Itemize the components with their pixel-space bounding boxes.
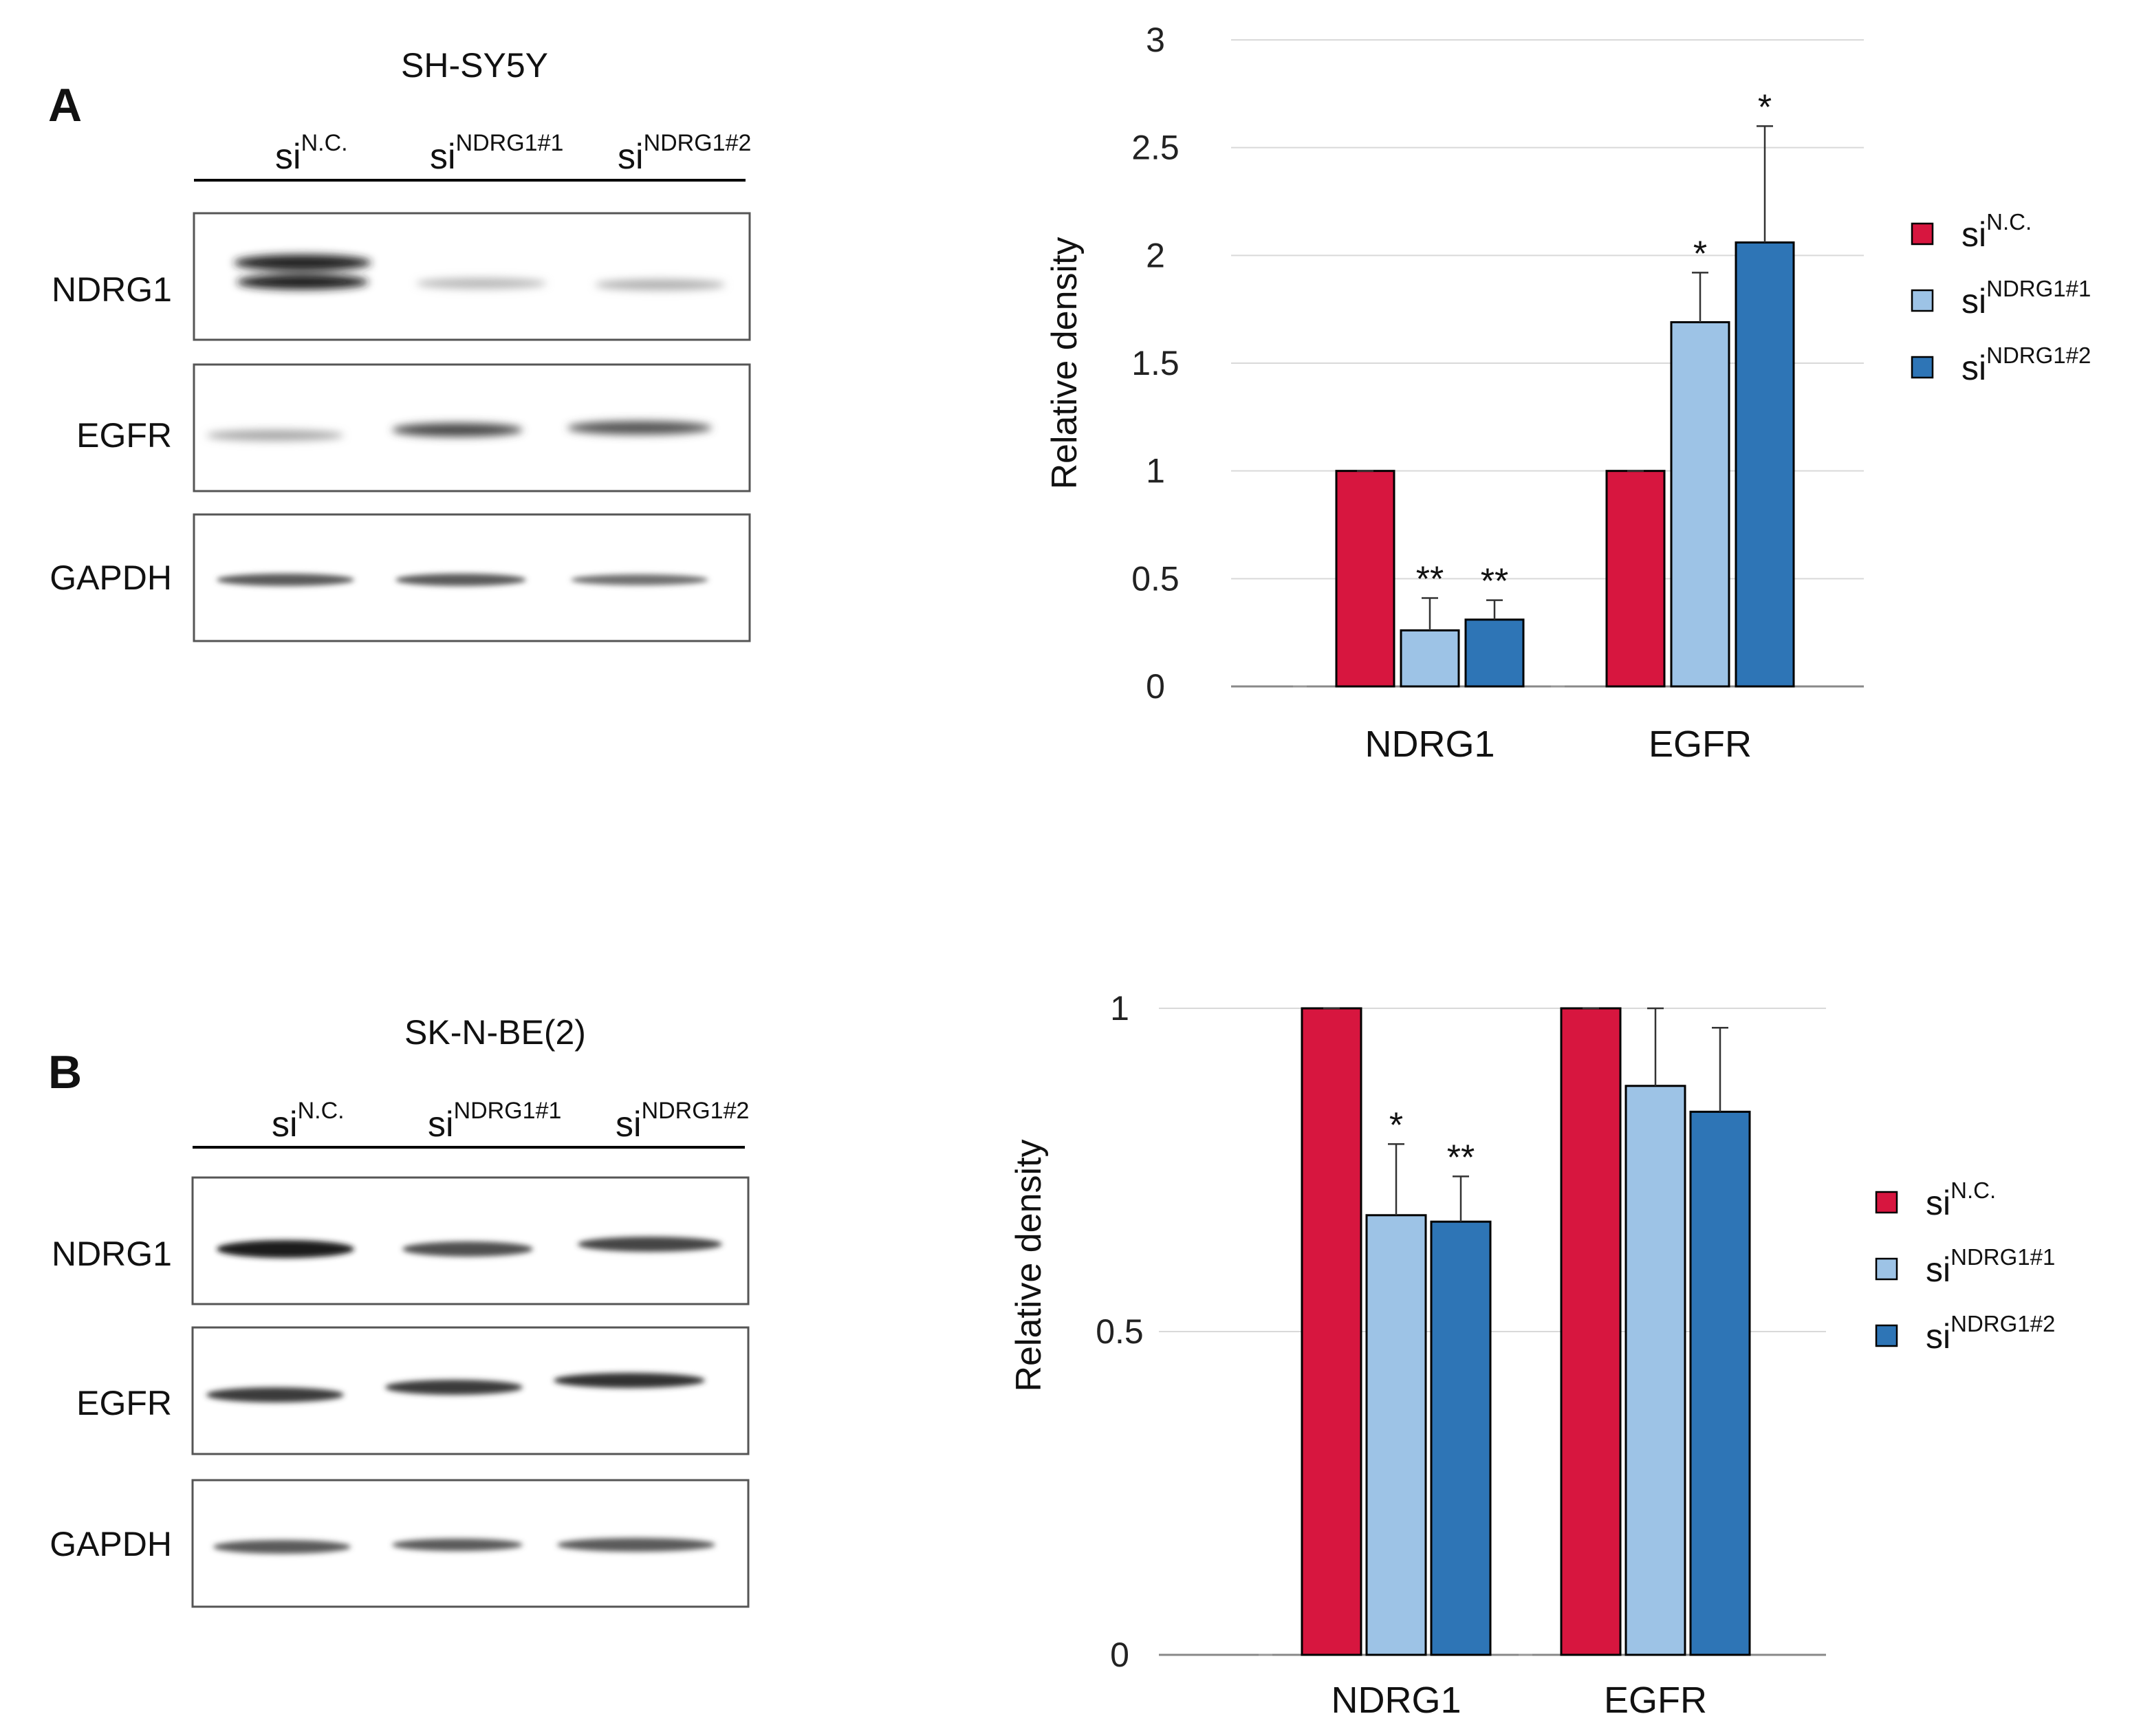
- panel-b-legend-swatch: [1875, 1191, 1898, 1214]
- panel-a-band-gapdh-lane3: [571, 574, 708, 585]
- panel-b-cell-line: SK-N-BE(2): [404, 1013, 586, 1052]
- panel-a-bar-egfr-series2: [1670, 321, 1730, 688]
- panel-b-letter: B: [48, 1046, 82, 1098]
- panel-a-y-tick-label: 2.5: [1131, 129, 1180, 167]
- panel-a-legend-swatch: [1911, 356, 1934, 379]
- panel-a-band-gapdh-lane1: [217, 574, 354, 586]
- panel-b-band-ndrg1-lane3: [578, 1237, 722, 1252]
- panel-a-blot: A SH-SY5Y siN.C. siNDRG1#1 siNDRG1#2 NDR…: [48, 46, 751, 642]
- panel-a-band-egfr-lane2: [392, 423, 523, 437]
- panel-b-protein-label-gapdh: GAPDH: [50, 1525, 172, 1563]
- panel-a-band-ndrg1-lane1-lower: [237, 274, 369, 290]
- panel-b-band-gapdh-lane2: [392, 1539, 523, 1551]
- panel-b-band-egfr-lane1: [206, 1387, 344, 1402]
- panel-a-lane-label-2: siNDRG1#1: [430, 130, 563, 177]
- panel-a-bar-ndrg1-series3: [1464, 618, 1525, 688]
- panel-b-band-ndrg1-lane2: [402, 1241, 533, 1257]
- panel-b-legend-swatch: [1875, 1324, 1898, 1347]
- panel-a-band-gapdh-lane2: [395, 574, 526, 586]
- panel-b-legend-label: siN.C.: [1926, 1178, 1996, 1222]
- panel-b-bar-egfr-series3: [1689, 1110, 1751, 1656]
- panel-a-protein-label-egfr: EGFR: [76, 416, 172, 455]
- panel-a-y-axis-label: Relative density: [1045, 237, 1085, 489]
- panel-a-significance-mark: **: [1416, 560, 1444, 600]
- panel-b-lane-label-3: siNDRG1#2: [616, 1098, 749, 1144]
- panel-a-legend-label: siNDRG1#1: [1961, 276, 2091, 321]
- panel-b-band-egfr-lane3: [554, 1373, 705, 1388]
- panel-a-y-tick-label: 1: [1146, 452, 1165, 490]
- panel-a-y-tick-label: 1.5: [1131, 344, 1180, 382]
- panel-b-lane-labels: siN.C. siNDRG1#1 siNDRG1#2: [272, 1098, 749, 1144]
- panel-a-lane-labels: siN.C. siNDRG1#1 siNDRG1#2: [275, 130, 751, 177]
- panel-b-lane-label-1: siN.C.: [272, 1098, 345, 1144]
- panel-b-legend-label: siNDRG1#1: [1926, 1244, 2055, 1289]
- panel-b-lane-label-2: siNDRG1#1: [428, 1098, 561, 1144]
- panel-a-y-tick-label: 0: [1146, 667, 1165, 706]
- panel-a-category-label: EGFR: [1649, 724, 1752, 765]
- panel-a-bar-egfr-series1: [1605, 470, 1666, 688]
- panel-b-bar-ndrg1-series2: [1365, 1214, 1427, 1656]
- panel-a-band-egfr-lane3: [567, 421, 712, 435]
- panel-a-bar-egfr-series3: [1735, 241, 1795, 688]
- panel-b-blot: B SK-N-BE(2) siN.C. siNDRG1#1 siNDRG1#2 …: [48, 1013, 750, 1608]
- panel-a-lane-label-1: siN.C.: [275, 130, 348, 177]
- panel-a-significance-mark: *: [1693, 234, 1707, 274]
- panel-a-bar-ndrg1-series1: [1335, 470, 1395, 688]
- panel-a-protein-label-gapdh: GAPDH: [50, 558, 172, 597]
- panel-b-category-label: NDRG1: [1331, 1680, 1461, 1721]
- panel-b-band-egfr-lane2: [385, 1380, 523, 1395]
- panel-a-band-ndrg1-lane3: [595, 279, 726, 290]
- panel-a-legend-swatch: [1911, 222, 1934, 246]
- panel-b-protein-label-egfr: EGFR: [76, 1384, 172, 1422]
- panel-b-y-tick-label: 0: [1110, 1636, 1129, 1674]
- panel-b-bar-egfr-series1: [1560, 1007, 1622, 1656]
- panel-b-band-ndrg1-lane1: [217, 1240, 354, 1258]
- panel-b-band-gapdh-lane1: [213, 1540, 351, 1554]
- panel-b-protein-label-ndrg1: NDRG1: [52, 1235, 172, 1273]
- panel-a-legend-label: siN.C.: [1961, 209, 2032, 254]
- panel-b-legend-label: siNDRG1#2: [1926, 1311, 2055, 1356]
- panel-a-y-tick-label: 0.5: [1131, 559, 1180, 598]
- panel-a-band-ndrg1-lane1-upper: [234, 254, 371, 271]
- panel-b-significance-mark: **: [1447, 1138, 1475, 1178]
- panel-b-y-axis-label: Relative density: [1009, 1139, 1049, 1391]
- panel-b-bar-ndrg1-series1: [1301, 1007, 1362, 1656]
- panel-a-bar-ndrg1-series2: [1400, 629, 1460, 688]
- panel-a-letter: A: [48, 79, 82, 131]
- panel-a-legend-label: siNDRG1#2: [1961, 343, 2091, 387]
- panel-b-band-gapdh-lane3: [557, 1538, 715, 1552]
- panel-a-protein-label-ndrg1: NDRG1: [52, 270, 172, 309]
- panel-a-significance-mark: *: [1758, 87, 1772, 127]
- panel-a-cell-line: SH-SY5Y: [401, 46, 548, 85]
- panel-a-legend-swatch: [1911, 289, 1934, 312]
- panel-a-band-egfr-lane1: [206, 430, 344, 441]
- panel-b-bar-egfr-series2: [1624, 1085, 1686, 1656]
- panel-a-y-tick-label: 3: [1146, 21, 1165, 59]
- panel-a-category-label: NDRG1: [1365, 724, 1495, 765]
- panel-a-significance-mark: **: [1481, 562, 1508, 602]
- panel-a-band-ndrg1-lane2: [416, 278, 547, 289]
- panel-a-lane-label-3: siNDRG1#2: [618, 130, 751, 177]
- panel-b-significance-mark: *: [1389, 1105, 1403, 1145]
- panel-a-y-tick-label: 2: [1146, 236, 1165, 274]
- panel-b-y-tick-label: 1: [1110, 989, 1129, 1028]
- panel-b-y-tick-label: 0.5: [1096, 1312, 1144, 1351]
- panel-b-category-label: EGFR: [1604, 1680, 1707, 1721]
- panel-b-bar-ndrg1-series3: [1430, 1220, 1492, 1656]
- panel-b-legend-swatch: [1875, 1257, 1898, 1281]
